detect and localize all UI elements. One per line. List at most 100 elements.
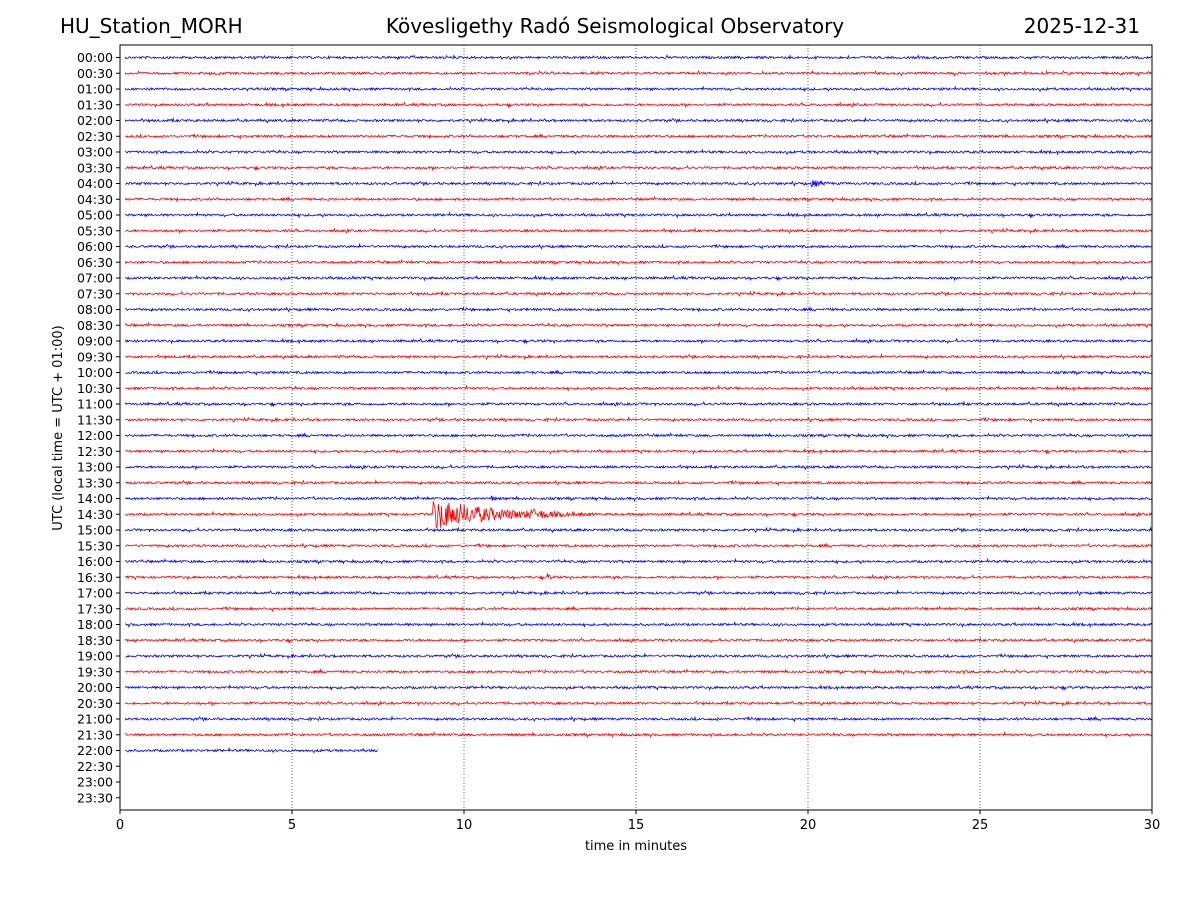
trace-0530 [125,227,1153,235]
trace-1400 [124,494,1153,502]
y-tick-label: 05:30 [77,223,113,238]
y-tick-label: 16:30 [77,570,113,585]
y-tick-label: 22:00 [77,743,113,758]
trace-1330 [125,479,1153,487]
y-tick-label: 11:30 [77,412,113,427]
y-tick-label: 05:00 [77,208,113,223]
y-tick-label: 01:30 [77,97,113,112]
y-tick-label: 02:00 [77,113,113,128]
y-tick-label: 06:00 [77,239,113,254]
x-tick-label: 25 [972,818,989,833]
y-axis: 00:0000:3001:0001:3002:0002:3003:0003:30… [77,50,120,805]
trace-0130 [125,101,1153,109]
trace-0800 [125,306,1153,313]
trace-2130 [124,731,1153,739]
x-tick-label: 0 [116,818,124,833]
trace-1600 [124,557,1153,565]
trace-0930 [125,353,1153,361]
trace-0830 [124,321,1153,329]
y-axis-label: UTC (local time = UTC + 01:00) [51,325,66,530]
y-tick-label: 20:00 [77,680,113,695]
trace-1130 [124,416,1153,424]
y-tick-label: 09:00 [77,334,113,349]
trace-1230 [125,447,1153,455]
trace-1530 [124,542,1153,550]
trace-0330 [125,164,1153,172]
y-tick-label: 08:00 [77,302,113,317]
trace-group [124,53,1153,754]
y-tick-label: 16:00 [77,554,113,569]
trace-1430 [124,501,1153,529]
station-name: HU_Station_MORH [60,14,243,38]
trace-1200 [124,432,1153,439]
trace-0430 [124,195,1153,203]
trace-0400 [125,179,1153,187]
trace-2100 [124,715,1153,723]
y-tick-label: 07:30 [77,286,113,301]
y-tick-label: 23:00 [77,775,113,790]
y-tick-label: 11:00 [77,397,113,412]
y-tick-label: 22:30 [77,759,113,774]
y-tick-label: 10:00 [77,365,113,380]
y-tick-label: 14:30 [77,507,113,522]
x-axis: 0 5 10 15 20 25 30 [116,810,1160,833]
y-tick-label: 17:00 [77,586,113,601]
trace-2200 [125,746,379,754]
y-tick-label: 18:30 [77,633,113,648]
y-tick-label: 21:00 [77,712,113,727]
chart-date: 2025-12-31 [1023,14,1140,38]
y-tick-label: 08:30 [77,318,113,333]
trace-1100 [124,400,1153,408]
x-tick-label: 15 [628,818,645,833]
trace-1000 [125,369,1153,376]
y-tick-label: 10:30 [77,381,113,396]
y-tick-label: 17:30 [77,601,113,616]
x-axis-label: time in minutes [585,839,687,854]
y-tick-label: 14:00 [77,491,113,506]
y-tick-label: 00:00 [77,50,113,65]
trace-1830 [124,636,1153,644]
y-tick-label: 18:00 [77,617,113,632]
y-tick-label: 04:00 [77,176,113,191]
y-tick-label: 12:00 [77,428,113,443]
trace-1730 [125,605,1153,613]
x-tick-label: 20 [800,818,817,833]
trace-0100 [124,85,1153,93]
trace-0500 [124,211,1152,219]
trace-0730 [124,290,1153,298]
trace-2030 [124,699,1153,707]
y-tick-label: 15:30 [77,538,113,553]
trace-1630 [125,572,1153,581]
chart-title: Kövesligethy Radó Seismological Observat… [385,14,845,38]
trace-1900 [125,652,1153,660]
y-tick-label: 04:30 [77,192,113,207]
y-tick-label: 03:00 [77,145,113,160]
y-tick-label: 09:30 [77,349,113,364]
y-tick-label: 21:30 [77,727,113,742]
trace-1700 [124,589,1153,597]
x-tick-label: 10 [456,818,473,833]
y-tick-label: 02:30 [77,129,113,144]
y-tick-label: 12:30 [77,444,113,459]
y-tick-label: 00:30 [77,66,113,81]
trace-0630 [124,258,1153,266]
y-tick-label: 15:00 [77,523,113,538]
trace-1800 [124,620,1153,629]
y-tick-label: 13:30 [77,475,113,490]
x-tick-label: 30 [1144,818,1161,833]
trace-0600 [125,242,1153,250]
trace-0000 [124,53,1153,61]
trace-0200 [124,116,1153,124]
trace-1030 [124,384,1153,393]
y-tick-label: 03:30 [77,160,113,175]
trace-2000 [124,683,1153,692]
y-tick-label: 23:30 [77,790,113,805]
y-tick-label: 19:00 [77,649,113,664]
trace-0900 [124,337,1153,345]
trace-1930 [125,668,1153,676]
x-tick-label: 5 [288,818,296,833]
y-tick-label: 20:30 [77,696,113,711]
trace-1300 [125,463,1153,471]
y-tick-label: 19:30 [77,664,113,679]
